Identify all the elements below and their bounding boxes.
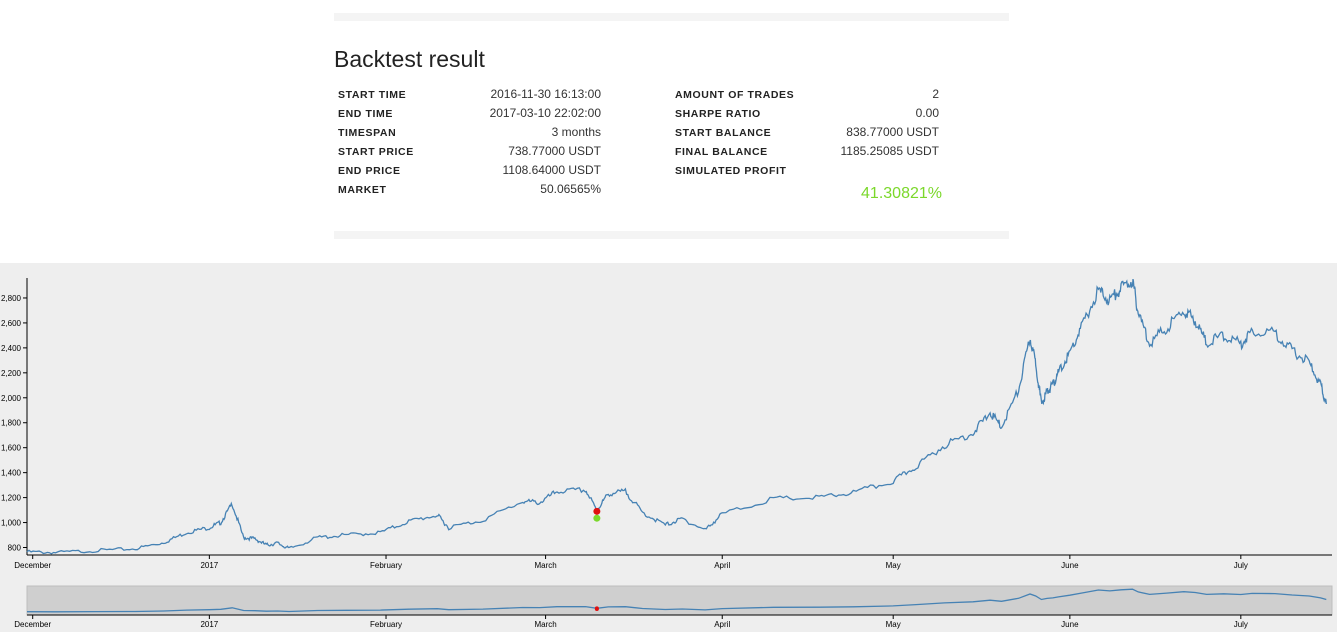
y-tick-label: 1,200	[1, 494, 22, 503]
chart-area	[0, 263, 1337, 632]
result-value: 1108.64000 USDT	[502, 163, 601, 177]
result-label: FINAL BALANCE	[675, 146, 768, 158]
x-tick-label: 2017	[200, 561, 218, 570]
y-tick-label: 2,600	[1, 319, 22, 328]
result-value: 838.77000 USDT	[846, 125, 939, 139]
result-value: 3 months	[551, 125, 601, 139]
y-tick-label: 800	[8, 544, 22, 553]
result-value: 2016-11-30 16:13:00	[490, 87, 601, 101]
context-x-tick-label: March	[534, 620, 556, 629]
result-label: SHARPE RATIO	[675, 108, 761, 120]
result-value: 738.77000 USDT	[508, 144, 601, 158]
y-tick-label: 1,600	[1, 444, 22, 453]
result-label: START BALANCE	[675, 127, 772, 139]
context-price-line	[26, 588, 1327, 613]
y-tick-label: 2,000	[1, 394, 22, 403]
x-tick-label: December	[14, 561, 51, 570]
result-label: SIMULATED PROFIT	[675, 165, 787, 177]
y-tick-label: 1,000	[1, 519, 22, 528]
result-label: START TIME	[338, 89, 407, 101]
result-value: 0.00	[915, 106, 939, 120]
x-tick-label: March	[534, 561, 556, 570]
context-x-tick-label: February	[370, 620, 402, 629]
result-value: 1185.25085 USDT	[840, 144, 939, 158]
result-label: MARKET	[338, 184, 387, 196]
context-x-tick-label: April	[714, 620, 730, 629]
price-line	[26, 278, 1327, 555]
x-tick-label: July	[1234, 561, 1248, 570]
result-value: 2	[932, 87, 939, 101]
context-x-tick-label: June	[1061, 620, 1079, 629]
x-tick-label: June	[1061, 561, 1079, 570]
y-tick-label: 2,800	[1, 294, 22, 303]
result-value: 2017-03-10 22:02:00	[489, 106, 601, 120]
result-label: AMOUNT OF TRADES	[675, 89, 795, 101]
simulated-profit-value: 41.30821%	[861, 185, 942, 202]
y-tick-label: 1,400	[1, 469, 22, 478]
x-tick-label: April	[714, 561, 730, 570]
y-tick-label: 2,400	[1, 344, 22, 353]
context-x-tick-label: December	[14, 620, 51, 629]
result-label: TIMESPAN	[338, 127, 397, 139]
panel-top-divider	[334, 13, 1009, 21]
result-value: 50.06565%	[540, 182, 601, 196]
buy-trade-marker	[593, 514, 601, 522]
y-tick-label: 1,800	[1, 419, 22, 428]
x-tick-label: May	[886, 561, 901, 570]
page-title: Backtest result	[334, 46, 485, 72]
sell-trade-marker	[593, 507, 601, 515]
context-trade-marker	[594, 606, 599, 611]
result-label: START PRICE	[338, 146, 414, 158]
result-label: END PRICE	[338, 165, 401, 177]
result-label: END TIME	[338, 108, 393, 120]
y-tick-label: 2,200	[1, 369, 22, 378]
context-x-tick-label: July	[1234, 620, 1248, 629]
panel-bottom-divider	[334, 231, 1009, 239]
context-x-tick-label: 2017	[200, 620, 218, 629]
x-tick-label: February	[370, 561, 402, 570]
context-x-tick-label: May	[886, 620, 901, 629]
